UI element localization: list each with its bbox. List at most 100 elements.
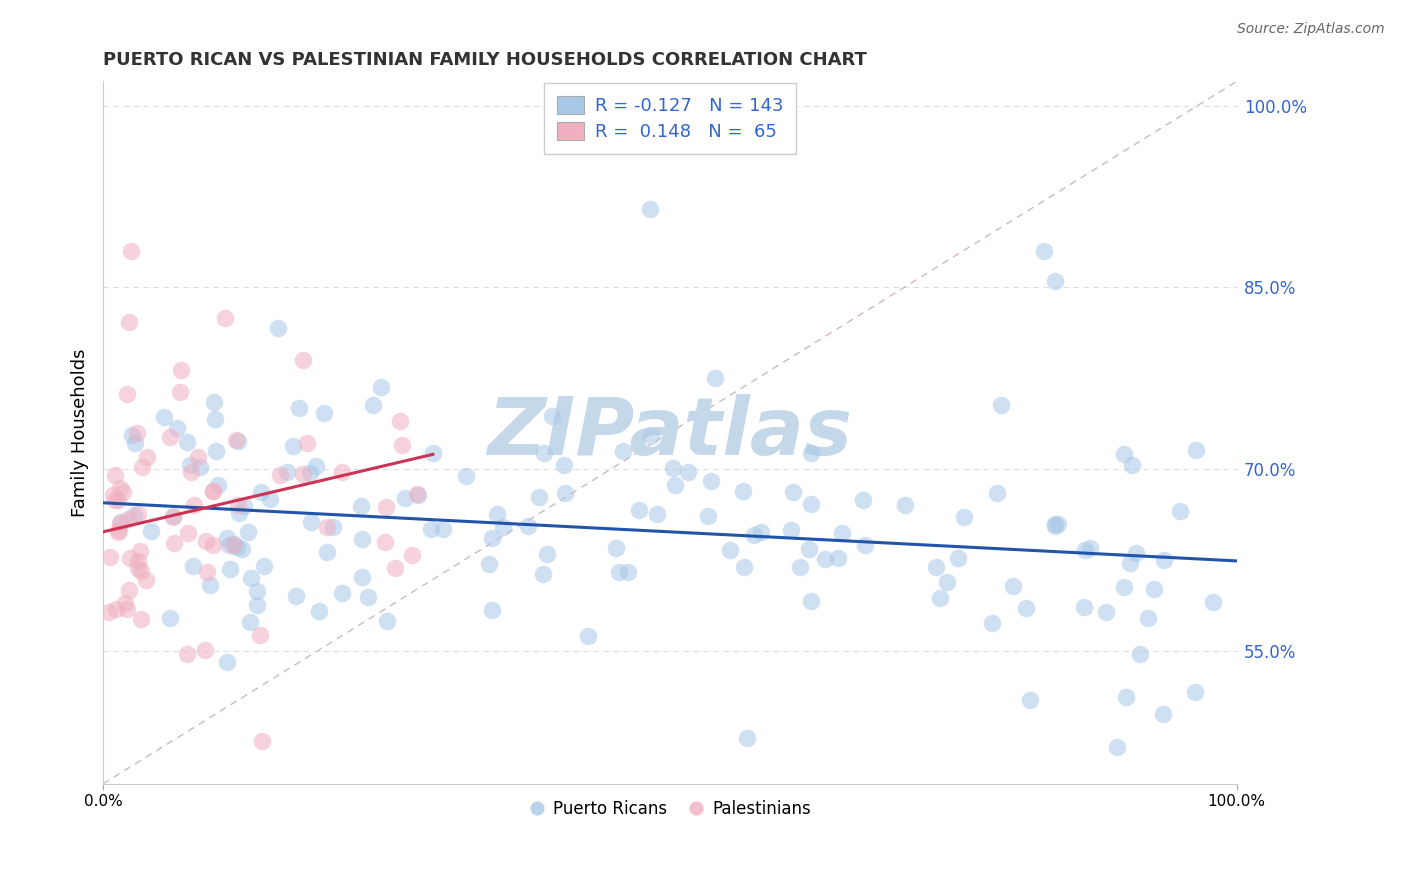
Point	[1015, 601, 1038, 615]
Point	[350, 500, 373, 514]
Point	[1105, 740, 1128, 755]
Point	[249, 628, 271, 642]
Point	[202, 484, 225, 499]
Point	[114, 596, 136, 610]
Point	[797, 542, 820, 557]
Point	[218, 538, 240, 552]
Point	[204, 412, 226, 426]
Point	[696, 508, 718, 523]
Point	[827, 550, 849, 565]
Point	[202, 484, 225, 499]
Point	[283, 439, 305, 453]
Point	[733, 559, 755, 574]
Point	[269, 468, 291, 483]
Point	[1073, 600, 1095, 615]
Point	[1168, 504, 1191, 518]
Point	[231, 541, 253, 556]
Point	[1184, 685, 1206, 699]
Point	[799, 497, 821, 511]
Point	[814, 552, 837, 566]
Point	[236, 524, 259, 539]
Point	[853, 538, 876, 552]
Point	[1047, 517, 1070, 532]
Point	[125, 425, 148, 440]
Point	[735, 731, 758, 745]
Point	[391, 437, 413, 451]
Point	[1074, 542, 1097, 557]
Point	[312, 406, 335, 420]
Point	[159, 430, 181, 444]
Point	[117, 512, 139, 526]
Point	[779, 523, 801, 537]
Point	[935, 574, 957, 589]
Point	[101, 488, 124, 502]
Point	[553, 458, 575, 472]
Point	[1033, 244, 1056, 258]
Point	[104, 468, 127, 483]
Point	[226, 540, 249, 554]
Point	[288, 401, 311, 415]
Point	[374, 535, 396, 549]
Point	[107, 524, 129, 539]
Point	[322, 520, 344, 534]
Point	[200, 578, 222, 592]
Point	[554, 485, 576, 500]
Point	[204, 443, 226, 458]
Point	[202, 395, 225, 409]
Point	[925, 560, 948, 574]
Point	[1095, 606, 1118, 620]
Point	[831, 526, 853, 541]
Text: ZIPatlas: ZIPatlas	[488, 393, 852, 472]
Point	[990, 398, 1012, 412]
Point	[718, 543, 741, 558]
Point	[406, 488, 429, 502]
Point	[111, 485, 134, 500]
Point	[180, 466, 202, 480]
Point	[285, 589, 308, 603]
Point	[163, 536, 186, 550]
Point	[516, 519, 538, 533]
Point	[1137, 611, 1160, 625]
Point	[187, 450, 209, 465]
Point	[1112, 580, 1135, 594]
Point	[749, 524, 772, 539]
Point	[177, 526, 200, 541]
Point	[742, 527, 765, 541]
Point	[389, 414, 412, 428]
Point	[1202, 595, 1225, 609]
Point	[152, 409, 174, 424]
Point	[121, 244, 143, 258]
Point	[953, 510, 976, 524]
Point	[169, 385, 191, 400]
Point	[357, 590, 380, 604]
Point	[527, 490, 550, 504]
Point	[108, 481, 131, 495]
Point	[1125, 546, 1147, 560]
Point	[127, 554, 149, 568]
Point	[316, 519, 339, 533]
Point	[1152, 707, 1174, 722]
Point	[98, 549, 121, 564]
Point	[1121, 458, 1143, 473]
Point	[98, 605, 121, 619]
Point	[194, 643, 217, 657]
Point	[540, 409, 562, 424]
Point	[638, 202, 661, 216]
Point	[104, 492, 127, 507]
Point	[627, 503, 650, 517]
Point	[1045, 274, 1067, 288]
Point	[422, 446, 444, 460]
Point	[406, 487, 429, 501]
Point	[361, 398, 384, 412]
Point	[176, 435, 198, 450]
Point	[221, 538, 243, 552]
Point	[607, 566, 630, 580]
Point	[202, 538, 225, 552]
Point	[239, 571, 262, 585]
Point	[188, 460, 211, 475]
Point	[195, 565, 218, 579]
Point	[929, 591, 952, 606]
Point	[1118, 556, 1140, 570]
Point	[678, 465, 700, 479]
Point	[162, 509, 184, 524]
